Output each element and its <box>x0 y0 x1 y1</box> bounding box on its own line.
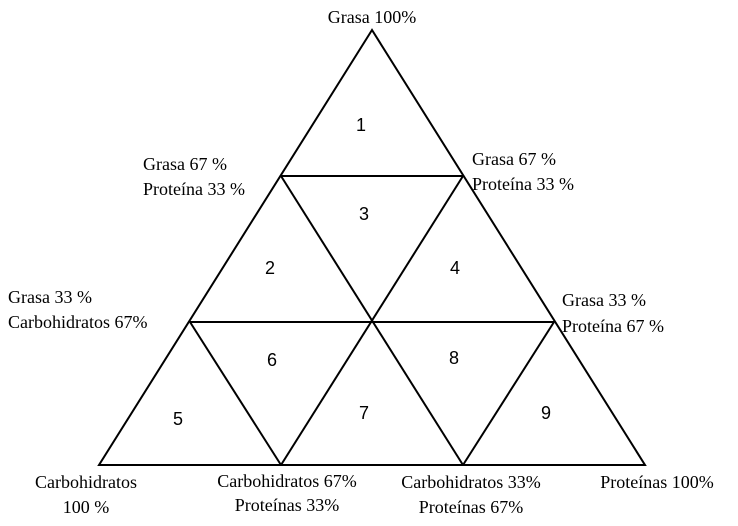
region-8-label: 8 <box>449 348 459 368</box>
vertex-top-label: Grasa 100% <box>328 7 416 27</box>
bottom-left-label-line-2: Proteínas 33% <box>235 495 339 515</box>
region-4-label: 4 <box>450 258 460 278</box>
left-upper-label-line-2: Proteína 33 % <box>143 179 245 199</box>
right-lower-label-line-1: Grasa 33 % <box>562 290 646 310</box>
region-5-label: 5 <box>173 409 183 429</box>
region-1-label: 1 <box>356 115 366 135</box>
region-3-label: 3 <box>359 204 369 224</box>
left-upper-label-line-1: Grasa 67 % <box>143 154 227 174</box>
right-upper-label-line-1: Grasa 67 % <box>472 149 556 169</box>
right-lower-label-line-2: Proteína 67 % <box>562 316 664 336</box>
region-6-label: 6 <box>267 350 277 370</box>
region-7-label: 7 <box>359 403 369 423</box>
left-lower-label-line-1: Grasa 33 % <box>8 287 92 307</box>
bottom-right-label-line-2: Proteínas 67% <box>419 497 523 517</box>
region-2-label: 2 <box>265 258 275 278</box>
region-9-label: 9 <box>541 403 551 423</box>
grid-diagonal-2 <box>189 321 282 466</box>
vertex-bottom-left-line-1: Carbohidratos <box>35 472 137 492</box>
left-lower-label-line-2: Carbohidratos 67% <box>8 312 147 332</box>
outer-triangle <box>97 28 647 466</box>
grid-diagonal-3 <box>280 175 464 466</box>
right-upper-label-line-2: Proteína 33 % <box>472 174 574 194</box>
vertex-bottom-left-line-2: 100 % <box>63 497 110 517</box>
bottom-right-label-line-1: Carbohidratos 33% <box>401 472 540 492</box>
bottom-left-label-line-1: Carbohidratos 67% <box>217 471 356 491</box>
vertex-bottom-right-label: Proteínas 100% <box>600 472 713 492</box>
grid-diagonal-4 <box>462 321 555 466</box>
